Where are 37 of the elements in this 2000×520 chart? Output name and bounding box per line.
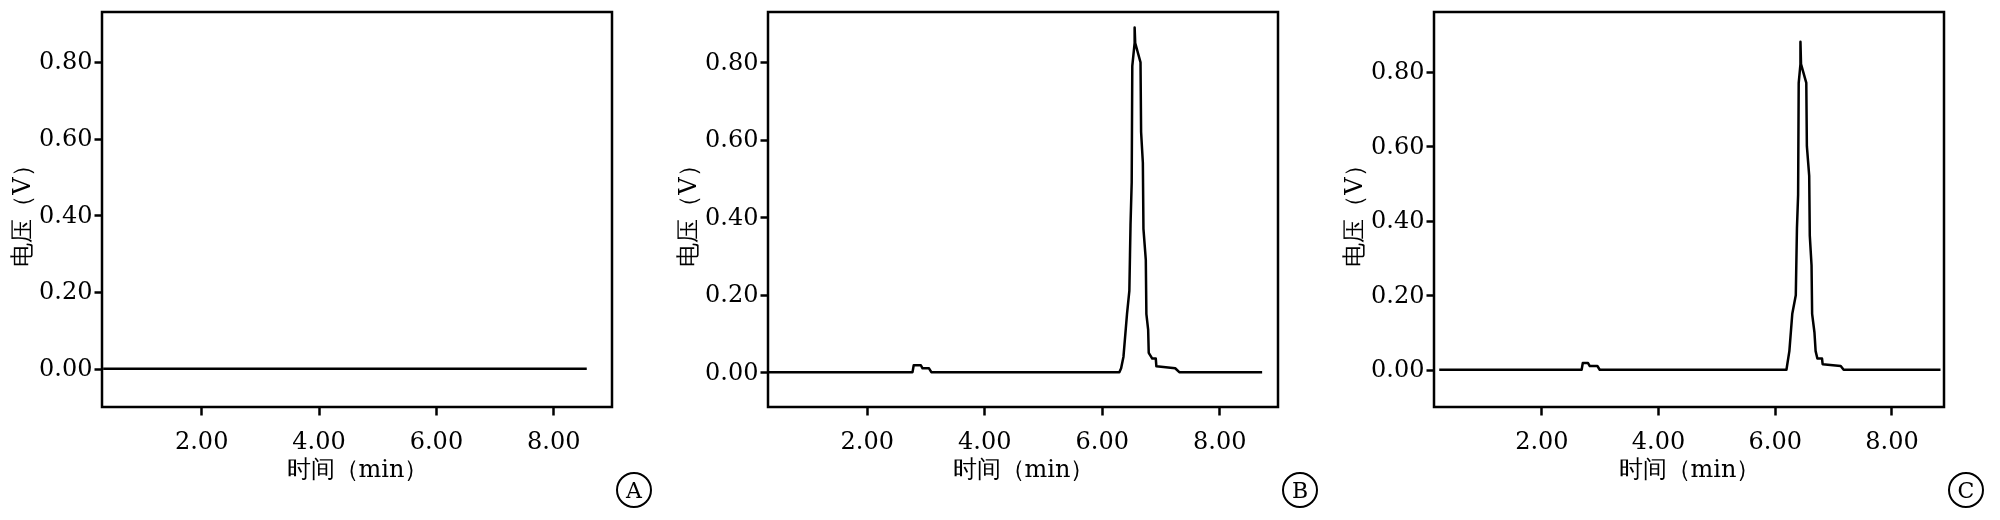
y-tick-label: 0.20: [1371, 280, 1425, 309]
x-tick-label: 2.00: [1515, 426, 1569, 455]
x-tick-label: 8.00: [527, 426, 581, 455]
text: C: [1948, 472, 1984, 508]
x-axis-title: 时间（min）: [286, 454, 429, 483]
x-tick-label: 8.00: [1865, 426, 1919, 455]
x-tick-label: 6.00: [1075, 426, 1129, 455]
x-tick-label: 2.00: [840, 426, 894, 455]
text: A: [616, 472, 652, 508]
y-tick-label: 0.00: [705, 357, 759, 386]
y-tick-label: 0.40: [1371, 206, 1425, 235]
x-axis-title: 时间（min）: [952, 454, 1095, 483]
x-tick-label: 8.00: [1193, 426, 1247, 455]
y-tick-label: 0.40: [39, 200, 93, 229]
x-tick-label: 4.00: [292, 426, 346, 455]
x-tick-label: 6.00: [409, 426, 464, 455]
line-series: [1438, 40, 1942, 371]
y-tick-label: 0.00: [1371, 355, 1425, 384]
text: B: [1282, 472, 1318, 508]
x-tick-label: 2.00: [174, 426, 229, 455]
x-tick-label: 4.00: [958, 426, 1012, 455]
y-tick-label: 0.60: [705, 125, 759, 154]
y-axis-title: 电压（V）: [8, 153, 37, 267]
y-axis-title: 电压（V）: [674, 153, 703, 267]
y-tick-label: 0.20: [705, 280, 759, 309]
y-axis-title: 电压（V）: [1340, 153, 1369, 267]
y-tick-label: 0.80: [39, 47, 93, 76]
x-tick-label: 4.00: [1631, 426, 1686, 455]
y-tick-label: 0.40: [705, 202, 759, 231]
y-tick-label: 0.80: [1371, 57, 1425, 86]
y-tick-label: 0.60: [39, 124, 93, 153]
x-tick-label: 6.00: [1748, 426, 1802, 455]
y-tick-label: 0.60: [1371, 131, 1425, 160]
y-tick-label: 0.20: [39, 277, 93, 306]
x-axis-title: 时间（min）: [1618, 454, 1761, 483]
y-tick-label: 0.00: [39, 354, 93, 383]
y-tick-label: 0.80: [705, 47, 759, 76]
